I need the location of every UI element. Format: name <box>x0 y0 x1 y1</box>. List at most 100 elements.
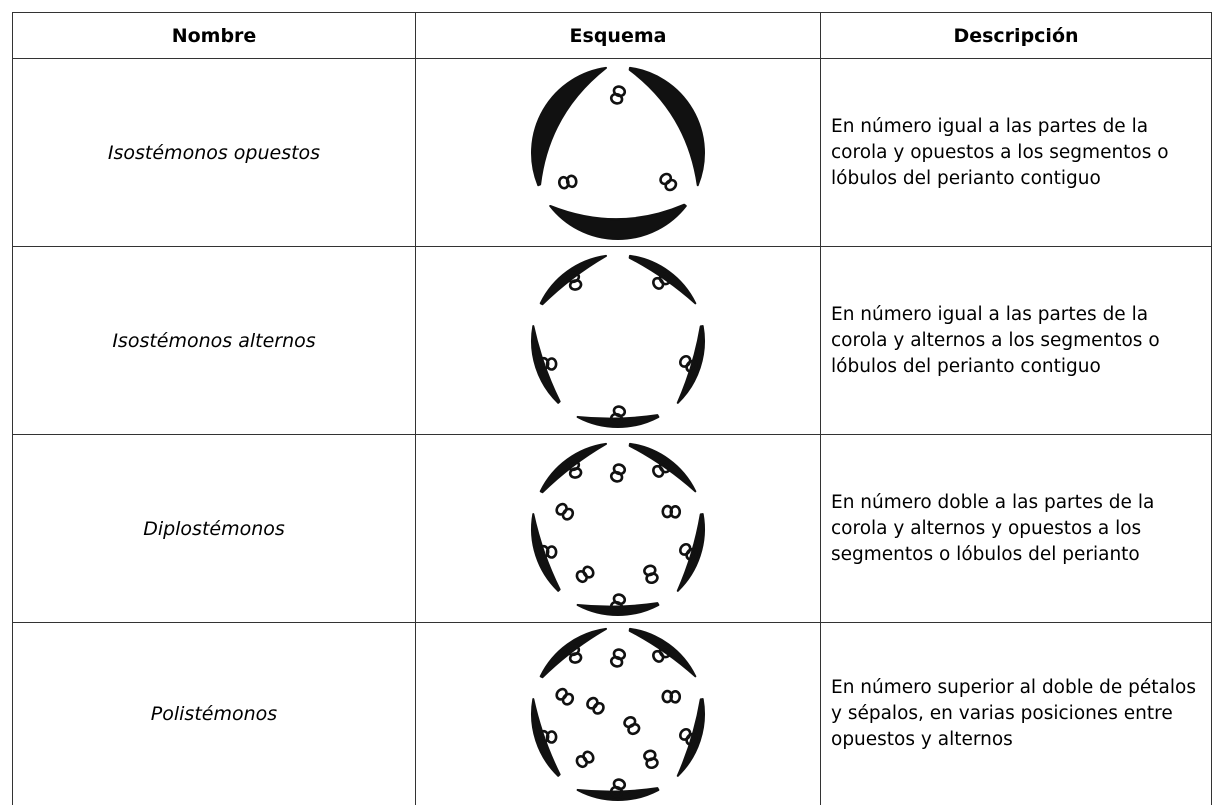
petal <box>676 324 705 404</box>
schema-diagram <box>531 627 705 801</box>
petal <box>539 442 608 493</box>
anther <box>555 502 568 516</box>
stamen <box>643 749 659 770</box>
petal <box>531 512 561 592</box>
anther <box>537 729 550 744</box>
anther <box>557 175 570 189</box>
stamen <box>652 645 671 663</box>
schema-diagram <box>531 66 705 240</box>
stamen <box>609 404 627 425</box>
anther <box>664 178 678 191</box>
stamen <box>586 696 605 715</box>
stamen <box>537 544 558 559</box>
stamen <box>643 564 659 584</box>
petal <box>676 512 705 592</box>
anther <box>627 722 641 736</box>
stamen <box>659 172 678 191</box>
stamen <box>537 729 558 744</box>
header-cell: Esquema <box>415 12 821 59</box>
description-cell: En número superior al doble de pétalos y… <box>820 622 1212 805</box>
stamen <box>537 356 558 371</box>
stamen-table: Nombre Esquema Descripción Isostémonos o… <box>12 12 1212 805</box>
petal <box>628 66 705 186</box>
header-cell: Descripción <box>820 12 1212 59</box>
petal <box>576 787 660 801</box>
name-cell: Diplostémonos <box>12 434 416 623</box>
schema-cell <box>415 58 821 247</box>
stamen <box>566 644 583 664</box>
name-cell: Polistémonos <box>12 622 416 805</box>
stamen <box>679 542 698 561</box>
table-body: Isostémonos opuestos En número igual a la… <box>12 58 1212 805</box>
stamen <box>609 592 627 613</box>
petal <box>628 627 697 678</box>
stamen <box>652 459 671 478</box>
anther <box>685 732 698 746</box>
anther <box>658 645 671 659</box>
table-row: Diplostémonos En número doble a las parte… <box>12 434 1212 623</box>
anther <box>612 84 627 97</box>
petal <box>576 601 660 616</box>
petal <box>628 442 697 492</box>
anther <box>566 644 581 657</box>
table-row: Isostémonos alternos En número igual a la… <box>12 246 1212 435</box>
anther <box>612 648 627 661</box>
anther <box>685 359 698 373</box>
anther <box>658 459 671 473</box>
anther <box>575 569 588 583</box>
stamen <box>557 174 578 189</box>
petal <box>539 627 608 679</box>
stamen <box>679 354 698 373</box>
petal <box>531 698 561 777</box>
petal <box>628 254 697 304</box>
petal <box>676 698 705 777</box>
anther <box>669 504 682 519</box>
table-row: Polistémonos En número superior al doble … <box>12 622 1212 805</box>
schema-cell <box>415 246 821 435</box>
stamen <box>609 84 627 105</box>
anther <box>645 757 659 770</box>
petal <box>576 413 660 428</box>
anther <box>537 544 550 559</box>
stamen <box>661 504 682 519</box>
petal <box>549 203 687 240</box>
stamen <box>679 727 698 746</box>
anther <box>609 785 624 798</box>
anther <box>658 271 671 285</box>
anther <box>586 696 599 710</box>
schema-diagram <box>531 442 705 616</box>
stamen <box>575 565 595 583</box>
stamen <box>566 270 583 291</box>
anther <box>566 458 581 471</box>
stamen <box>609 462 627 483</box>
stamen <box>566 458 583 479</box>
anther <box>537 356 550 371</box>
petal <box>531 324 561 404</box>
stamen <box>652 271 671 290</box>
schema-cell <box>415 622 821 805</box>
description-cell: En número igual a las partes de la corol… <box>820 58 1212 247</box>
anther <box>669 690 682 704</box>
schema-cell <box>415 434 821 623</box>
anther <box>612 462 627 475</box>
anther <box>555 687 568 701</box>
name-cell: Isostémonos opuestos <box>12 58 416 247</box>
anther <box>575 755 588 769</box>
anther <box>566 270 581 283</box>
name-cell: Isostémonos alternos <box>12 246 416 435</box>
stamen <box>555 687 575 706</box>
anther <box>609 412 624 425</box>
stamen <box>661 689 682 704</box>
anther <box>685 547 698 561</box>
anther <box>609 600 624 613</box>
description-cell: En número doble a las partes de la corol… <box>820 434 1212 623</box>
table-row: Isostémonos opuestos En número igual a la… <box>12 58 1212 247</box>
stamen <box>609 648 627 668</box>
header-row: Nombre Esquema Descripción <box>12 12 1212 59</box>
description-cell: En número igual a las partes de la corol… <box>820 246 1212 435</box>
header-cell: Nombre <box>12 12 416 59</box>
petal <box>531 66 608 186</box>
stamen <box>555 502 575 521</box>
petal <box>539 254 608 305</box>
